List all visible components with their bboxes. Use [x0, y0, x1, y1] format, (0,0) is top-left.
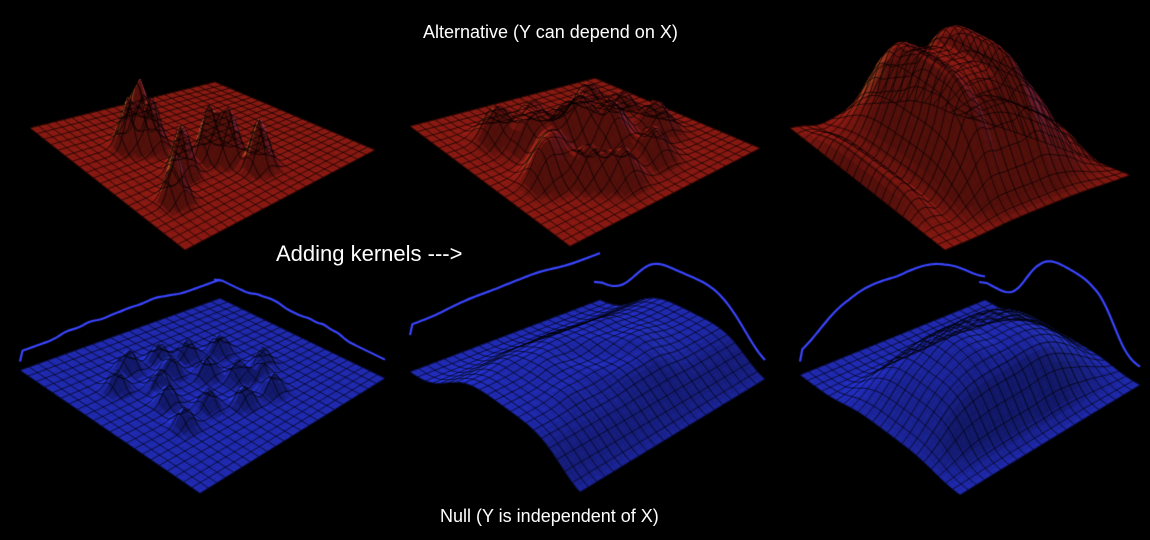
alternative-caption: Alternative (Y can depend on X) [423, 22, 678, 42]
adding-kernels-caption: Adding kernels ---> [276, 241, 463, 266]
null-caption: Null (Y is independent of X) [440, 506, 659, 526]
